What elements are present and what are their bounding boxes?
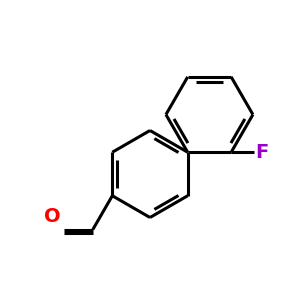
Text: F: F: [256, 143, 269, 162]
Text: O: O: [44, 207, 61, 226]
